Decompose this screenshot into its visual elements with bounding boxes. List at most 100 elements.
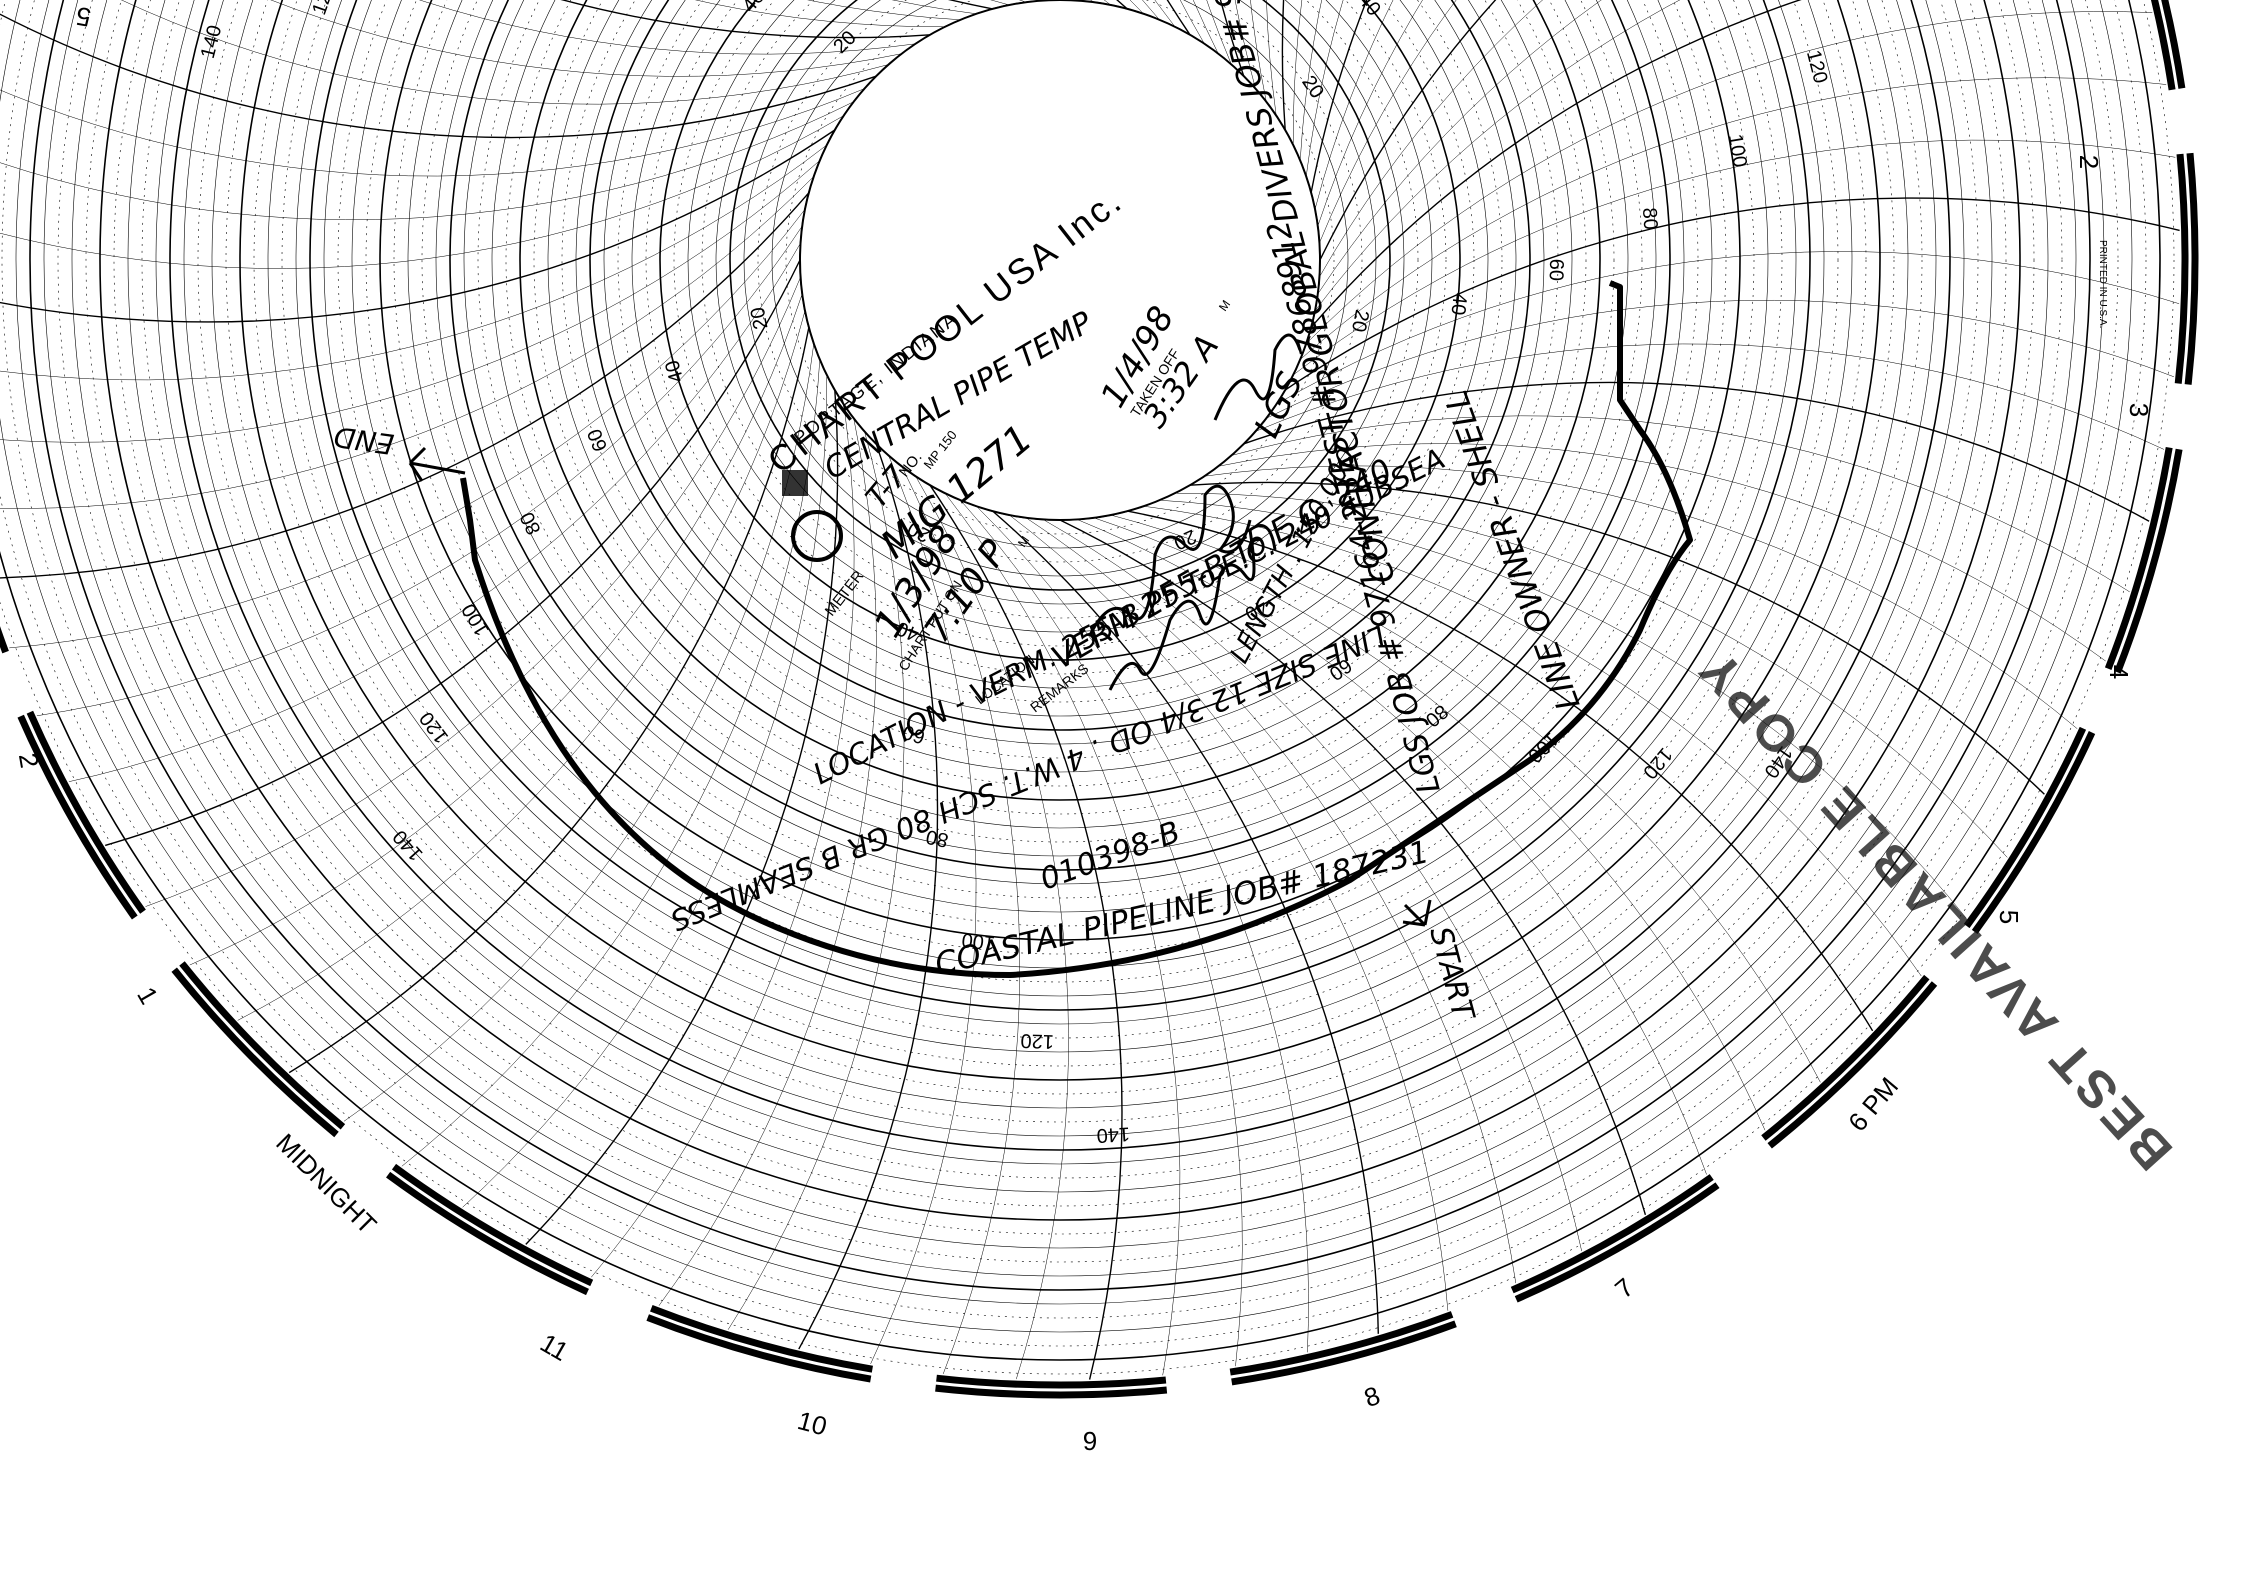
grid-time-line-minor [189,293,803,966]
grid-time-line-minor [1276,251,2180,405]
ring-scale-label: 20 [747,305,773,331]
grid-ring-minor [365,0,1755,955]
grid-ring-minor [225,0,1895,1095]
grid-time-line-minor [0,160,820,443]
grid-ring-minor [617,0,1503,703]
hour-bar [650,1304,873,1373]
hour-label: 1 [131,982,164,1010]
grid-ring-major [169,0,1951,1151]
grid-time-line-minor [1255,343,2165,450]
hour-label: 8 [1360,1380,1384,1413]
ring-scale-label: 120 [308,0,340,18]
grid-ring-major [239,0,1881,1081]
hour-bar [2150,0,2176,91]
grid-time-line-minor [990,0,1010,6]
hour-bar [26,710,146,914]
ring-scale-label: 120 [1802,48,1832,86]
pen-trace-line [460,280,1693,978]
grid-time-line-major [992,510,1379,1334]
grid-ring-minor [211,0,1909,1109]
put-on-m: M [1015,533,1032,549]
chart-grid [0,0,2199,1399]
grid-ring-minor [533,0,1587,787]
hour-bar [2161,0,2186,89]
grid-time-line-minor [944,493,1181,1376]
grid-time-line-minor [0,115,844,269]
grid-time-line-major [0,192,810,579]
hour-bar [391,1163,594,1287]
grid-time-line-major [0,129,836,323]
grid-time-line-minor [1110,514,1821,1083]
hour-bar [1971,731,2096,934]
printer-logo [782,470,843,562]
grid-time-line-minor [915,476,1069,1380]
hour-label: MIDNIGHT [270,1128,382,1240]
grid-ring-minor [477,0,1643,843]
grid-time-line-minor [270,0,902,77]
grid-time-line-minor [1266,299,2174,419]
grid-time-line-minor [1299,0,1322,161]
hour-bar [1229,1311,1454,1376]
grid-time-line-minor [1009,514,1449,1311]
ring-scale-label: 140 [1096,1122,1131,1146]
grid-time-line-minor [1314,0,1681,311]
hour-label: 9 [1083,1426,1097,1456]
grid-ring-major [0,0,2161,1361]
hour-bar [1510,1174,1714,1294]
grid-ring-major [29,0,2091,1291]
hour-label: 5 [1994,910,2024,924]
grid-time-line-minor [658,418,877,1306]
grid-ring-minor [463,0,1657,857]
grid-time-line-minor [807,0,961,21]
ring-scale-label: 20 [1347,308,1373,334]
hour-label: 10 [794,1405,830,1441]
hour-label: 2 [13,751,45,770]
start-arrow [1402,899,1432,927]
grid-time-line-minor [462,374,828,1208]
hour-label: 2 [2074,155,2104,169]
grid-time-line-minor [1093,517,1766,1131]
grid-ring-minor [771,0,1349,549]
grid-ring-minor [323,0,1797,997]
test-number-entry: 010398-B [1036,815,1185,898]
grid-time-line-minor [591,404,855,1278]
grid-time-line-minor [1204,465,2078,729]
grid-time-line-major [1310,0,1802,328]
ring-scale-label: 120 [415,707,453,747]
grid-ring-minor [295,0,1825,1025]
ring-scale-label: 80 [924,825,950,851]
grid-ring-minor [71,0,2049,1249]
grid-time-line-major [1281,0,1286,131]
grid-time-line-minor [1143,505,1922,977]
grid-ring-minor [393,0,1727,927]
grid-time-line-major [525,389,839,1245]
hour-bar [2104,447,2173,670]
ring-scale-label: 120 [1638,743,1676,783]
grid-ring-minor [701,0,1419,619]
hour-bar [646,1314,872,1383]
grid-time-line-minor [1076,519,1707,1175]
grid-time-line-minor [0,144,827,381]
grid-time-line-minor [727,431,905,1330]
grid-ring-minor [603,0,1517,717]
grid-time-line-minor [419,0,916,55]
ring-scale-label: 140 [389,825,428,865]
ring-scale-label: 40 [1446,292,1470,317]
hour-bar [1761,974,1930,1141]
remark-line-2: LINE OWNER - SHELL [1437,386,1588,716]
grid-ring-minor [505,0,1615,815]
grid-ring-minor [127,0,1993,1193]
grid-time-line-major [1189,481,2045,795]
grid-time-line-minor [0,88,865,177]
hour-bar [1514,1182,1720,1303]
grid-time-line-major [288,327,810,1074]
hour-label: 3 [2124,403,2154,417]
grid-time-line-major [560,0,931,39]
hour-bar [2184,152,2199,385]
hour-bar [0,626,9,654]
grid-time-line-minor [1218,443,2106,662]
grid-time-line-minor [1250,0,1267,102]
grid-time-line-minor [1300,77,2167,360]
grid-time-line-minor [1317,0,1602,295]
ring-scale-label: 100 [1724,133,1751,169]
